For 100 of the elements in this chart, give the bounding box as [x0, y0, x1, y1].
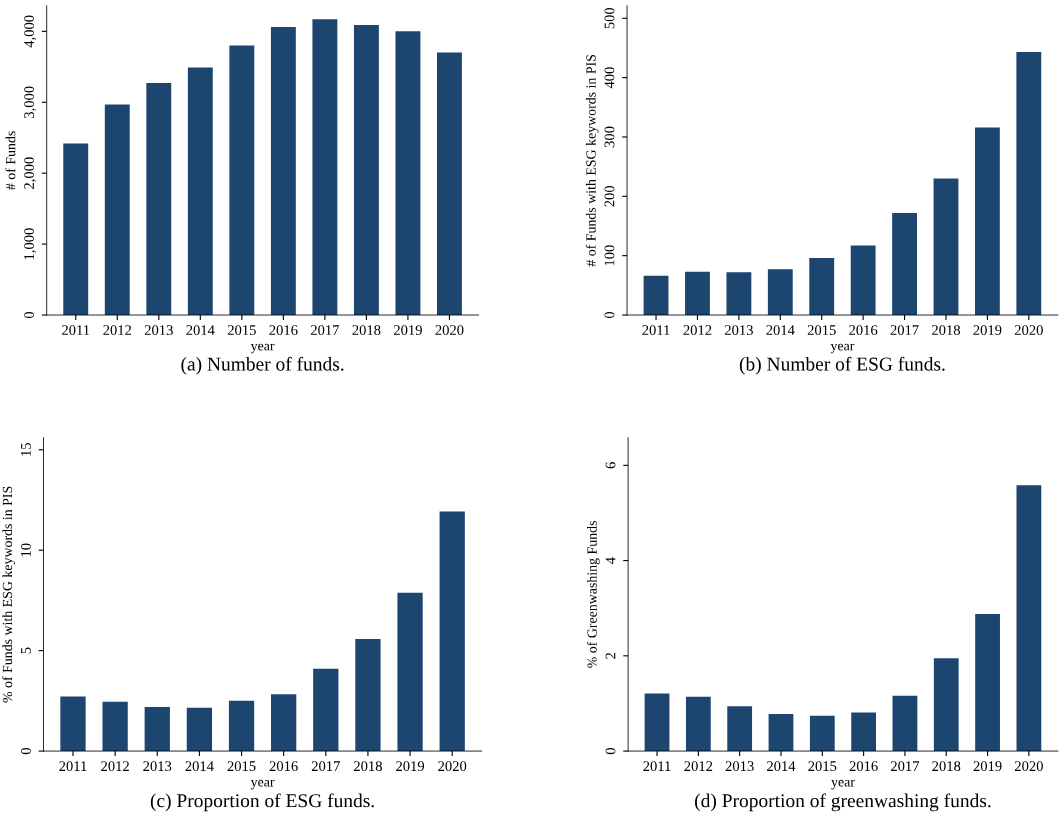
x-tick-label: 2016 [849, 761, 878, 772]
x-tick-label: 2018 [932, 761, 961, 772]
x-tick-label: 2011 [62, 325, 90, 336]
x-tick-label: 2011 [643, 761, 671, 772]
x-tick-label: 2017 [311, 761, 340, 772]
y-tick-label: 400 [604, 67, 615, 89]
x-tick-label: 2015 [807, 325, 836, 336]
x-tick-label: 2014 [186, 325, 215, 336]
y-tick-label: 1,000 [24, 228, 37, 260]
y-tick-label: 500 [604, 7, 615, 29]
y-tick-label: 6 [605, 462, 616, 469]
x-tick-label: 2011 [59, 761, 87, 772]
bar [104, 104, 130, 316]
x-tick-label: 2014 [766, 325, 795, 336]
bar [313, 668, 339, 752]
bar [186, 707, 213, 752]
x-tick-label: 2019 [973, 325, 1002, 336]
x-tick-label: 2018 [353, 761, 382, 772]
bar [271, 694, 297, 752]
bar [933, 658, 959, 752]
bar [355, 638, 381, 752]
x-tick-label: 2017 [310, 325, 340, 336]
x-tick-label: 2020 [438, 761, 467, 772]
y-tick-label: 0 [605, 747, 616, 755]
x-axis-title: year [830, 343, 855, 354]
bar [685, 696, 711, 752]
bar [63, 143, 89, 316]
x-tick-label: 2016 [269, 761, 298, 772]
y-axis-title: % of Funds with ESG keywords in PIS [2, 486, 15, 703]
x-tick-label: 2012 [103, 325, 132, 336]
bar [974, 127, 1000, 316]
x-tick-label: 2013 [143, 761, 172, 772]
y-tick-label: 10 [20, 543, 31, 557]
x-tick-label: 2012 [683, 325, 712, 336]
text: (b) Number of ESG funds. [739, 356, 945, 375]
x-axis-title: year [250, 343, 275, 354]
text: (d) Proportion of greenwashing funds. [695, 793, 991, 812]
bar [228, 700, 255, 752]
y-tick-label: 4,000 [24, 15, 37, 48]
bar [312, 19, 338, 316]
bar [1016, 485, 1042, 752]
x-tick-label: 2017 [890, 325, 919, 336]
bar [933, 178, 959, 316]
bar [146, 83, 172, 316]
y-tick-label: 2,000 [24, 157, 37, 189]
x-tick-label: 2012 [684, 761, 713, 772]
x-tick-label: 2018 [352, 325, 381, 336]
x-tick-label: 2019 [396, 761, 425, 772]
x-tick-label: 2011 [642, 325, 670, 336]
x-axis-title: year [250, 779, 275, 790]
bar [439, 511, 465, 752]
text: (a) Number of funds. [181, 356, 344, 375]
bar [229, 45, 255, 316]
y-tick-label: 0 [604, 311, 615, 319]
bar [397, 592, 423, 752]
bar [644, 693, 670, 752]
y-tick-label: 2 [605, 652, 616, 659]
bar [809, 715, 835, 752]
x-tick-label: 2020 [1014, 325, 1043, 336]
x-tick-label: 2019 [973, 761, 1002, 772]
bar [643, 275, 669, 316]
x-tick-label: 2013 [144, 325, 173, 336]
bar [395, 31, 421, 316]
x-tick-label: 2020 [435, 325, 464, 336]
y-axis-title: # of Funds [5, 131, 16, 190]
y-axis-title: % of Greenwashing Funds [586, 521, 600, 668]
bar [353, 24, 379, 316]
x-axis-title: year [831, 779, 855, 790]
x-tick-label: 2018 [932, 325, 961, 336]
bar [187, 67, 213, 316]
bar [892, 695, 918, 752]
x-tick-label: 2015 [227, 325, 256, 336]
bar [727, 706, 753, 752]
y-tick-label: 0 [24, 311, 34, 319]
bar [767, 269, 793, 316]
bar [270, 27, 296, 316]
y-tick-label: 200 [604, 185, 615, 207]
bar [102, 701, 128, 752]
y-tick-label: 15 [21, 443, 31, 456]
bar [60, 696, 86, 752]
bar [1016, 52, 1042, 316]
x-tick-label: 2015 [808, 761, 837, 772]
x-tick-label: 2012 [101, 761, 129, 772]
bar [809, 258, 835, 316]
x-tick-label: 2014 [185, 761, 214, 772]
text: (c) Proportion of ESG funds. [150, 793, 374, 812]
y-tick-label: 300 [604, 126, 615, 148]
y-axis-title: # of Funds with ESG keywords in PIS [585, 54, 599, 267]
x-tick-label: 2017 [891, 761, 920, 772]
x-tick-label: 2016 [849, 325, 878, 336]
bar [768, 713, 794, 752]
y-tick-label: 100 [604, 245, 615, 266]
y-tick-label: 5 [21, 647, 31, 654]
bar [892, 212, 917, 316]
bar [975, 613, 1000, 752]
bar [851, 712, 877, 752]
bar [436, 52, 462, 316]
x-tick-label: 2020 [1014, 761, 1043, 772]
bar [850, 245, 876, 316]
y-tick-label: 3,000 [24, 86, 37, 118]
